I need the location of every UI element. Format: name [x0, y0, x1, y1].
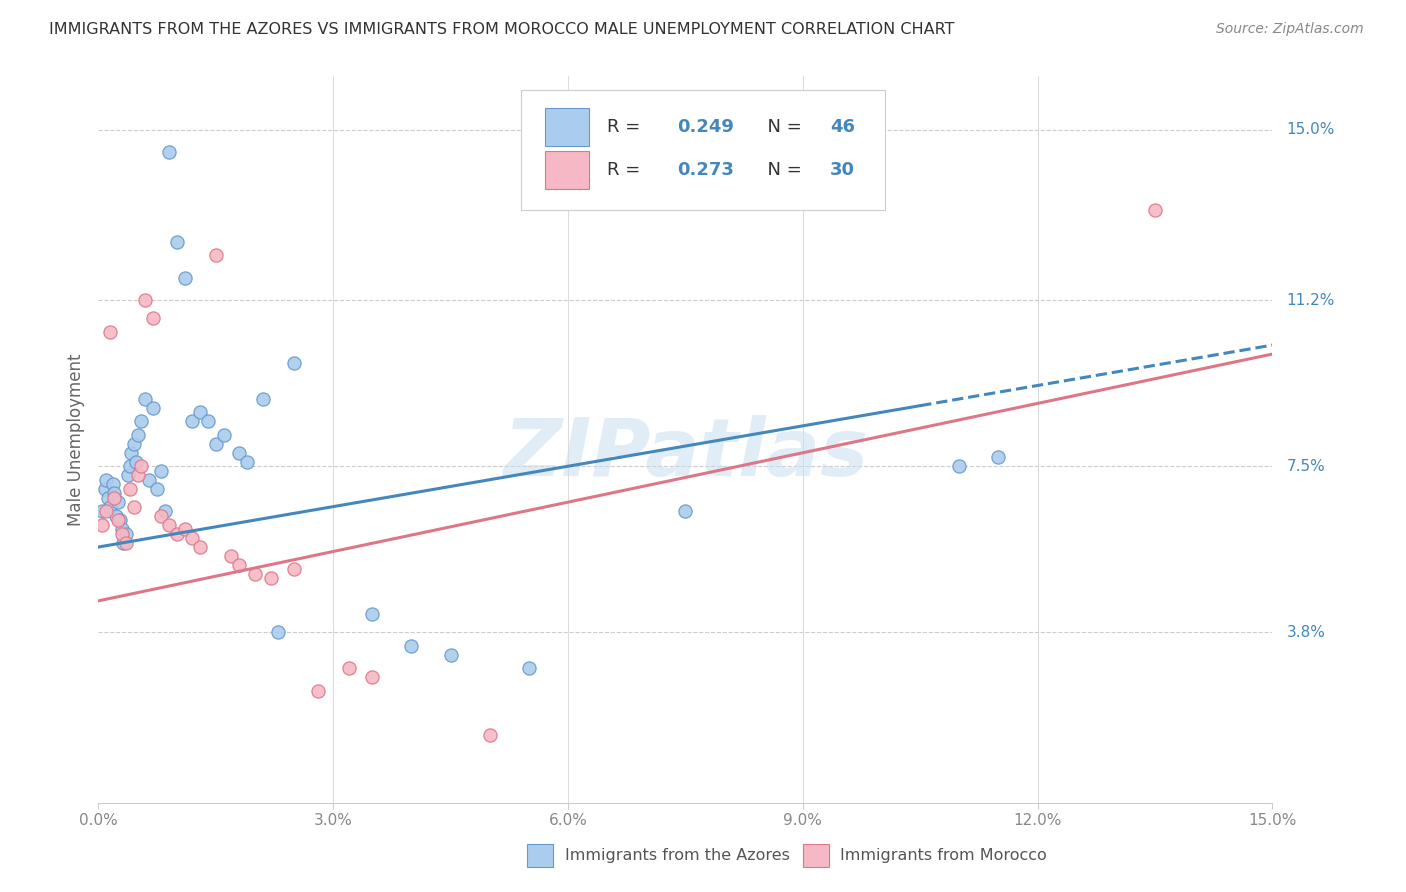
Point	[157, 517, 180, 532]
Point	[439, 648, 461, 662]
Point	[221, 549, 243, 563]
Point	[134, 293, 156, 308]
Point	[91, 504, 114, 518]
Point	[103, 491, 125, 505]
Text: 0.273: 0.273	[678, 161, 734, 179]
Point	[114, 535, 136, 549]
Text: 3.8%: 3.8%	[1286, 624, 1326, 640]
Point	[104, 508, 127, 523]
Point	[197, 414, 219, 428]
Point	[675, 504, 697, 518]
Point	[181, 531, 204, 545]
Text: N =: N =	[756, 118, 807, 136]
Point	[112, 535, 135, 549]
Point	[212, 427, 235, 442]
Point	[111, 526, 134, 541]
Point	[125, 455, 148, 469]
Point	[181, 414, 204, 428]
Point	[166, 235, 188, 249]
Point	[283, 356, 305, 370]
Point	[173, 522, 195, 536]
Point	[110, 513, 132, 527]
Text: Source: ZipAtlas.com: Source: ZipAtlas.com	[1216, 22, 1364, 37]
Point	[120, 446, 142, 460]
Text: N =: N =	[756, 161, 807, 179]
Point	[146, 482, 169, 496]
Point	[98, 500, 121, 514]
Point	[259, 571, 281, 585]
Point	[131, 414, 153, 428]
Point	[103, 486, 125, 500]
Text: 46: 46	[830, 118, 855, 136]
Text: R =: R =	[607, 118, 645, 136]
Point	[150, 508, 173, 523]
Point	[153, 504, 176, 518]
Point	[252, 392, 274, 406]
Point	[91, 517, 114, 532]
Point	[117, 468, 139, 483]
Text: R =: R =	[607, 161, 645, 179]
Point	[228, 558, 250, 572]
Point	[401, 639, 423, 653]
Point	[478, 729, 501, 743]
Text: 11.2%: 11.2%	[1286, 293, 1334, 308]
Point	[283, 562, 305, 576]
FancyBboxPatch shape	[527, 844, 553, 867]
Text: IMMIGRANTS FROM THE AZORES VS IMMIGRANTS FROM MOROCCO MALE UNEMPLOYMENT CORRELAT: IMMIGRANTS FROM THE AZORES VS IMMIGRANTS…	[49, 22, 955, 37]
Point	[166, 526, 188, 541]
Point	[127, 427, 149, 442]
Point	[122, 437, 145, 451]
Point	[127, 468, 149, 483]
Point	[987, 450, 1010, 465]
Point	[205, 437, 228, 451]
Point	[122, 500, 145, 514]
Point	[228, 446, 250, 460]
Text: 30: 30	[830, 161, 855, 179]
Point	[307, 683, 329, 698]
Point	[138, 473, 160, 487]
Point	[118, 459, 141, 474]
Point	[107, 513, 129, 527]
Point	[243, 566, 266, 581]
Point	[188, 405, 211, 419]
Point	[361, 670, 384, 684]
Text: ZIPatlas: ZIPatlas	[503, 415, 868, 493]
Text: 0.249: 0.249	[678, 118, 734, 136]
Point	[93, 482, 115, 496]
Y-axis label: Male Unemployment: Male Unemployment	[66, 353, 84, 525]
Point	[361, 607, 384, 622]
Point	[1144, 203, 1167, 218]
Point	[96, 473, 118, 487]
Point	[157, 145, 180, 160]
Point	[111, 522, 134, 536]
Point	[96, 504, 118, 518]
FancyBboxPatch shape	[522, 90, 884, 211]
FancyBboxPatch shape	[803, 844, 828, 867]
FancyBboxPatch shape	[544, 152, 589, 189]
FancyBboxPatch shape	[544, 108, 589, 145]
Point	[118, 482, 141, 496]
Point	[97, 491, 120, 505]
Text: Immigrants from Morocco: Immigrants from Morocco	[841, 847, 1047, 863]
Point	[948, 459, 970, 474]
Point	[142, 401, 165, 415]
Text: Immigrants from the Azores: Immigrants from the Azores	[564, 847, 789, 863]
Point	[337, 661, 360, 675]
Point	[150, 464, 173, 478]
Point	[101, 477, 124, 491]
Point	[236, 455, 259, 469]
Point	[107, 495, 129, 509]
Point	[98, 325, 121, 339]
Text: 15.0%: 15.0%	[1286, 122, 1334, 137]
Point	[142, 311, 165, 326]
Point	[131, 459, 153, 474]
Point	[188, 540, 211, 554]
Point	[134, 392, 156, 406]
Point	[114, 526, 136, 541]
Point	[173, 270, 195, 285]
Point	[267, 625, 290, 640]
Point	[205, 248, 228, 262]
Point	[517, 661, 540, 675]
Text: 7.5%: 7.5%	[1286, 458, 1326, 474]
